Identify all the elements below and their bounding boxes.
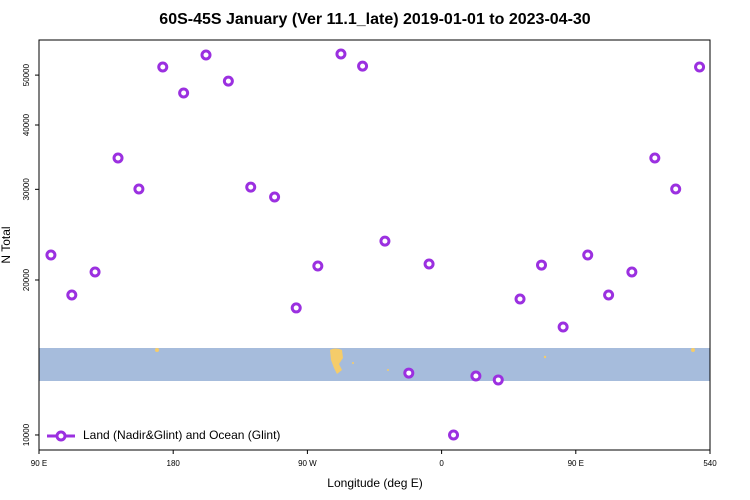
- y-tick-label: 20000: [22, 268, 31, 291]
- point: [379, 235, 391, 247]
- point: [312, 260, 324, 272]
- point: [492, 374, 504, 386]
- point: [66, 289, 78, 301]
- point: [514, 293, 526, 305]
- point: [557, 321, 569, 333]
- plot-frame: [38, 39, 711, 451]
- point: [536, 259, 548, 271]
- point: [649, 152, 661, 164]
- point: [89, 266, 101, 278]
- map-strip: [39, 348, 710, 381]
- x-tick-label: 0: [439, 459, 444, 468]
- point: [582, 249, 594, 261]
- point: [45, 249, 57, 261]
- y-axis-label: N Total: [0, 226, 13, 263]
- y-tick-label: 10000: [22, 423, 31, 446]
- point: [290, 302, 302, 314]
- point: [269, 191, 281, 203]
- point: [222, 75, 234, 87]
- point: [157, 61, 169, 73]
- point: [603, 289, 615, 301]
- point: [423, 258, 435, 270]
- point: [448, 429, 460, 441]
- point: [133, 183, 145, 195]
- y-tick-label: 50000: [22, 63, 31, 86]
- x-tick-label: 90 W: [298, 459, 317, 468]
- chart-title: 60S-45S January (Ver 11.1_late) 2019-01-…: [159, 11, 590, 28]
- point: [245, 181, 257, 193]
- point: [626, 266, 638, 278]
- x-tick-label: 90 E: [31, 459, 47, 468]
- point: [670, 183, 682, 195]
- point: [178, 87, 190, 99]
- legend-label: Land (Nadir&Glint) and Ocean (Glint): [83, 428, 280, 442]
- x-tick-label: 540: [703, 459, 717, 468]
- x-axis-label: Longitude (deg E): [327, 476, 422, 490]
- legend-marker: [55, 430, 67, 442]
- x-tick-label: 180: [167, 459, 181, 468]
- point: [694, 61, 706, 73]
- point: [200, 49, 212, 61]
- y-tick-label: 30000: [22, 178, 31, 201]
- point: [403, 367, 415, 379]
- point: [112, 152, 124, 164]
- point: [470, 370, 482, 382]
- point: [357, 60, 369, 72]
- y-tick-label: 40000: [22, 113, 31, 136]
- x-tick-label: 90 E: [568, 459, 584, 468]
- point: [335, 48, 347, 60]
